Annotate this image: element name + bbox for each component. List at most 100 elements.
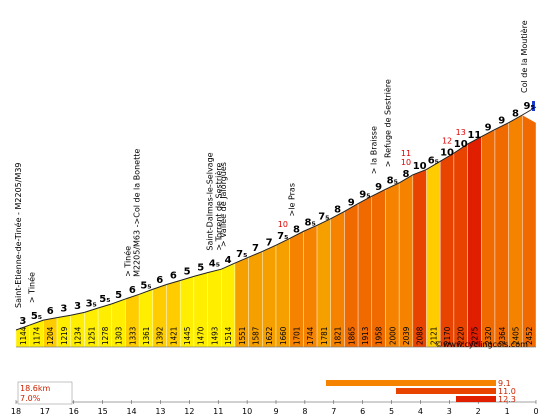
altitude-label: 2320 [484,326,493,345]
gradient-labels: 3 5₅ 6 3 3 3₅ 5₅ 5 6 5₅ 6 6 5 5 4₅ 47₅777₅88₅7₅899₅98₅8… [19,101,534,327]
segment-fill [494,122,509,348]
altitude-label: 1234 [74,326,83,345]
place-label: > Tinée [27,272,37,303]
gradient-label: 11 [467,130,481,141]
altitude-label: 1958 [375,326,384,345]
distance-tick-label: 9 [273,407,278,416]
altitude-label: 1174 [33,326,42,345]
segment-fill [522,114,537,348]
profile-outline [15,101,537,331]
altitude-label: 1701 [293,327,302,345]
gradient-label: 10 [454,139,468,150]
altitude-label: 1421 [169,327,178,345]
segment-fill [481,129,496,348]
gradient-label: 4 [225,255,232,266]
distance-tick-label: 14 [126,407,136,416]
place-label: > Torrent de Sestrière [213,163,223,251]
distance-tick-label: 15 [98,407,108,416]
gradient-label: 4₅ [209,259,220,270]
gradient-label: 5₅ [140,280,151,291]
gradient-label: 7₅ [277,231,288,242]
altitude-label: 2121 [429,327,438,345]
distance-tick-label: 4 [418,407,423,416]
place-label: > Refuge de Sestrière [382,79,392,167]
altitude-label: 2452 [525,327,534,345]
altitude-label: 1303 [115,327,124,345]
altitude-label: 1493 [210,327,219,345]
legend-bar [326,380,496,386]
place-label: > Vallée de Jalorgues [218,162,228,247]
segment-fill [385,182,400,348]
legend-bar-label: 9.1 [498,379,511,388]
altitude-label: 1913 [361,327,370,345]
distance-tick-label: 16 [69,407,79,416]
segment-fill [344,203,359,348]
gradient-label: 6 [170,270,177,281]
gradient-label: 10 [413,161,427,172]
distance-axis: 18 17 16 15 14 13 12 11 10 9 8 7 6 5 4 3 2 1 0 [11,346,539,416]
altitude-label: 1821 [334,327,343,345]
gradient-label: 6 [47,306,54,317]
watermark: ©www.cyclingcols.com [435,340,528,349]
altitude-label: 1204 [46,326,55,345]
legend-bar-label: 11.0 [498,387,516,396]
altitude-label: 1392 [156,327,165,345]
place-label: > la Braisse [370,126,379,174]
distance-tick-label: 18 [11,407,21,416]
altitude-label: 2000 [388,326,397,345]
gradient-label: 5₅ [31,311,42,322]
distance-tick-label: 5 [389,407,394,416]
summit-marker [532,101,535,111]
peak-gradient-label: 10 [278,220,288,229]
gradient-label: 7₅ [318,211,329,222]
place-label: Col de la Moutière [519,20,529,93]
place-label: Saint-Dalmas-le-Selvage [205,152,214,250]
peak-gradient-label: 13 [456,128,466,137]
altitude-label: 1333 [128,327,137,345]
gradient-label: 3₅ [86,298,97,309]
distance-tick-label: 3 [447,407,452,416]
altitude-label: 1361 [142,327,151,345]
gradient-legend-bars: 9.111.012.3 [326,379,516,404]
gradient-fills [15,114,537,348]
altitude-label: 1445 [183,327,192,345]
peak-gradient-label: 10 [401,158,411,167]
profile-outline-path [15,106,537,331]
segment-fill [330,211,345,348]
altitude-label: 1470 [197,326,206,345]
distance-tick-label: 17 [40,407,50,416]
gradient-label: 8 [293,224,300,235]
altitude-label: 1781 [320,327,329,345]
altitude-label: 1587 [251,327,260,345]
gradient-label: 9 [485,123,492,134]
gradient-label: 9₅ [523,101,534,112]
altitude-label: 2220 [457,326,466,345]
gradient-label: 7 [266,237,273,248]
gradient-label: 9 [375,182,382,193]
altitude-label: 2275 [470,327,479,345]
gradient-label: 7 [252,243,259,254]
distance-tick-label: 10 [242,407,252,416]
gradient-label: 3 [74,301,81,312]
altitude-label: 1660 [279,326,288,345]
gradient-label: 5 [184,267,191,278]
altitude-label: 1865 [347,327,356,345]
gradient-label: 5 [197,262,204,273]
gradient-label: 9 [348,197,355,208]
altitude-label: 2364 [498,326,507,345]
place-label: Saint-Etienne-de-Tinée - M2205/M39 [13,162,23,308]
gradient-label: 5 [115,290,122,301]
altitude-label: 2039 [402,326,411,345]
segment-fill [371,188,386,348]
stats-box [17,381,73,405]
segment-fill [440,152,455,348]
distance-tick-label: 13 [155,407,165,416]
gradient-label: 8 [403,169,410,180]
legend-bar [396,388,496,394]
gradient-label: 8₅ [305,217,316,228]
altitude-label: 1251 [87,327,96,345]
gradient-label: 8 [512,109,519,120]
gradient-label: 8 [334,205,341,216]
distance-tick-label: 2 [476,407,481,416]
distance-tick-label: 6 [360,407,365,416]
